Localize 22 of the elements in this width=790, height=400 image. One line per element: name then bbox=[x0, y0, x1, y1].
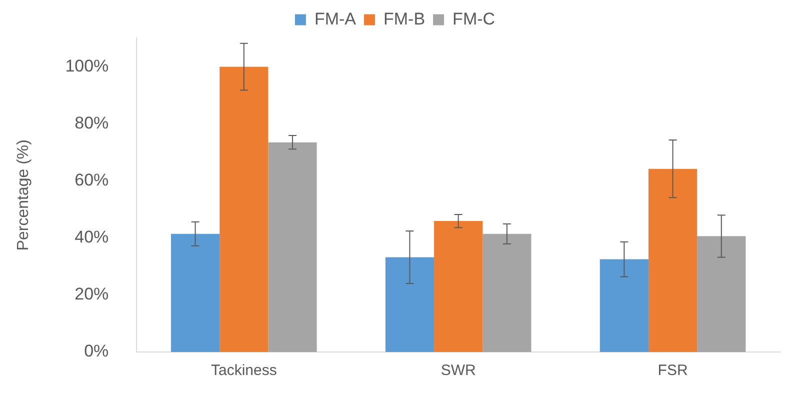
bar bbox=[648, 168, 698, 352]
x-tick-label: SWR bbox=[440, 362, 476, 380]
legend-label: FM-B bbox=[384, 9, 426, 28]
y-tick-label: 80% bbox=[74, 113, 109, 132]
bar bbox=[170, 234, 220, 352]
bar bbox=[434, 221, 483, 352]
y-tick-label: 20% bbox=[74, 284, 109, 304]
x-tick-label: Tackiness bbox=[210, 362, 277, 380]
bar bbox=[697, 236, 746, 352]
y-axis-title: Percentage (%) bbox=[15, 140, 32, 251]
y-tick-label: 0% bbox=[84, 342, 109, 361]
legend-label: FM-C bbox=[452, 9, 496, 28]
bar bbox=[220, 66, 268, 352]
bar bbox=[268, 142, 317, 352]
bar bbox=[600, 259, 648, 352]
bar bbox=[482, 234, 532, 352]
y-tick-label: 40% bbox=[74, 228, 109, 247]
x-tick-label: FSR bbox=[658, 362, 688, 380]
y-tick-label: 60% bbox=[74, 170, 109, 190]
bar bbox=[385, 257, 434, 352]
y-tick-label: 100% bbox=[65, 56, 109, 76]
legend-label: FM-A bbox=[314, 9, 357, 28]
